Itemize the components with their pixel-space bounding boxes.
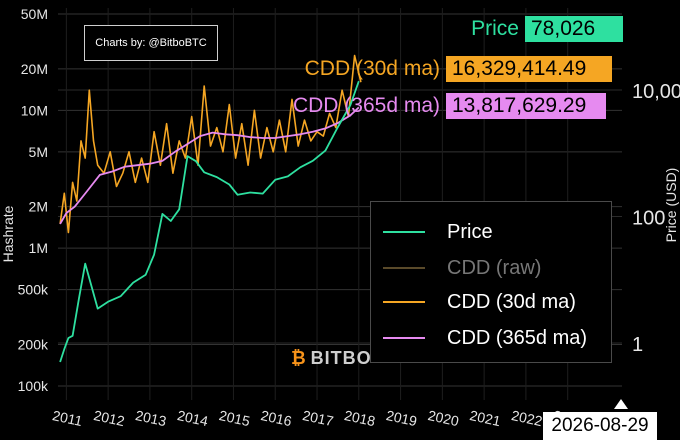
right-axis-ticks: 10,000 100 1 bbox=[632, 81, 680, 356]
credit-box: Charts by: @BitboBTC bbox=[84, 25, 218, 61]
x-tick-label: 2017 bbox=[301, 407, 335, 429]
watermark-text: BITBO bbox=[310, 348, 372, 368]
left-axis-label: Hashrate bbox=[0, 205, 16, 262]
legend-swatch-cdd-365d bbox=[383, 337, 425, 339]
x-tick-label: 2014 bbox=[176, 407, 210, 429]
right-axis-label: Price (USD) bbox=[663, 168, 679, 243]
x-tick-label: 2015 bbox=[218, 407, 252, 429]
left-tick-label: 50M bbox=[21, 6, 48, 22]
legend-swatch-price bbox=[383, 231, 425, 233]
x-tick-label: 2016 bbox=[259, 407, 293, 429]
price-badge-value: 78,026 bbox=[525, 16, 623, 42]
series-lines bbox=[59, 54, 362, 363]
x-tick-label: 2013 bbox=[134, 407, 168, 429]
left-tick-label: 500k bbox=[18, 282, 49, 298]
x-tick-label: 2011 bbox=[51, 407, 84, 429]
price-badge-label: Price bbox=[471, 17, 519, 40]
legend-label-cdd-365d: CDD (365d ma) bbox=[447, 326, 588, 349]
left-tick-label: 10M bbox=[21, 102, 48, 118]
legend-label-cdd-30d: CDD (30d ma) bbox=[447, 290, 576, 313]
cdd30-badge-label: CDD (30d ma) bbox=[304, 57, 440, 80]
x-tick-label: 2022 bbox=[510, 407, 544, 429]
right-tick-label: 10,000 bbox=[632, 81, 680, 103]
right-tick-label: 1 bbox=[632, 334, 643, 356]
legend-swatch-cdd-30d bbox=[383, 301, 425, 303]
legend-item-price[interactable]: Price bbox=[383, 220, 493, 244]
legend-label-price: Price bbox=[447, 220, 493, 243]
x-tick-label: 2012 bbox=[92, 407, 126, 429]
legend: Price CDD (raw) CDD (30d ma) CDD (365d m… bbox=[370, 201, 612, 363]
series-line-price bbox=[59, 80, 360, 363]
legend-label-cdd-raw: CDD (raw) bbox=[447, 256, 542, 279]
left-tick-label: 1M bbox=[29, 240, 48, 256]
x-tick-label: 2018 bbox=[343, 407, 377, 429]
left-tick-label: 20M bbox=[21, 61, 48, 77]
left-axis-ticks: 50M 20M 10M 5M 2M 1M 500k 200k 100k bbox=[18, 6, 49, 394]
left-tick-label: 2M bbox=[29, 199, 48, 215]
cdd365-badge-label: CDD (365d ma) bbox=[292, 94, 440, 117]
left-tick-label: 100k bbox=[18, 378, 49, 394]
x-tick-label: 2019 bbox=[385, 407, 419, 429]
legend-swatch-cdd-raw bbox=[383, 267, 425, 269]
left-tick-label: 200k bbox=[18, 337, 49, 353]
bitbo-logo-icon: ₿ bbox=[291, 348, 307, 368]
legend-item-cdd-30d[interactable]: CDD (30d ma) bbox=[383, 290, 576, 314]
x-tick-label: 2021 bbox=[468, 407, 502, 429]
crosshair-marker-icon bbox=[614, 399, 628, 409]
series-line-cdd-365d bbox=[59, 106, 360, 225]
cdd365-badge-value: 13,817,629.29 bbox=[446, 93, 606, 119]
right-tick-label: 100 bbox=[632, 208, 665, 230]
x-tick-label: 2020 bbox=[426, 407, 460, 429]
hover-date-badge: 2026-08-29 bbox=[543, 412, 657, 440]
legend-item-cdd-365d[interactable]: CDD (365d ma) bbox=[383, 326, 587, 350]
bitbo-watermark: ₿ BITBO bbox=[291, 348, 372, 369]
cdd30-badge-value: 16,329,414.49 bbox=[446, 56, 612, 82]
left-tick-label: 5M bbox=[29, 144, 48, 160]
x-axis-ticks: 2011 2012 2013 2014 2015 2016 2017 2018 2019 2020… bbox=[51, 407, 586, 429]
legend-item-cdd-raw[interactable]: CDD (raw) bbox=[383, 256, 541, 280]
series-line-cdd-30d bbox=[59, 54, 362, 234]
